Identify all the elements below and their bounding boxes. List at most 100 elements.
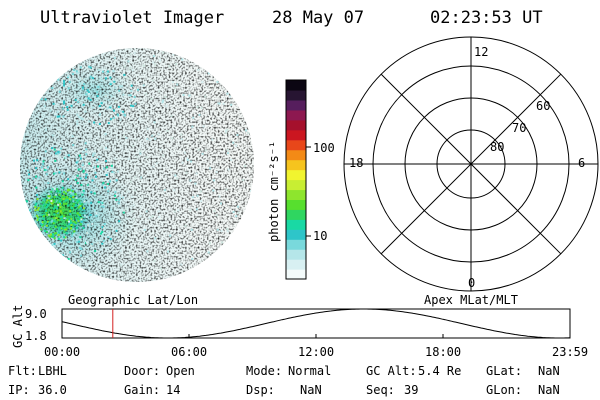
- image-pixel: [76, 123, 79, 125]
- seq-label: Seq:: [366, 383, 395, 397]
- image-pixel: [67, 75, 70, 77]
- time-label: 02:23:53 UT: [430, 8, 543, 28]
- image-pixel: [102, 205, 105, 208]
- image-pixel: [53, 232, 56, 235]
- image-pixel: [57, 150, 60, 153]
- image-pixel: [227, 168, 230, 171]
- image-pixel: [247, 132, 250, 135]
- image-pixel: [166, 130, 169, 132]
- y-tick-9: 9.0: [25, 307, 47, 321]
- image-pixel: [124, 114, 126, 117]
- image-pixel: [93, 121, 96, 124]
- image-pixel: [244, 164, 246, 167]
- image-pixel: [139, 150, 142, 153]
- mode-value: Normal: [288, 364, 332, 378]
- colorbar-tick-100: 100: [313, 141, 335, 155]
- image-pixel: [57, 158, 60, 161]
- image-pixel: [78, 218, 81, 221]
- image-pixel: [162, 99, 165, 102]
- image-pixel: [47, 195, 50, 198]
- image-pixel: [28, 173, 30, 176]
- image-pixel: [55, 118, 58, 121]
- image-pixel: [69, 195, 72, 197]
- image-pixel: [225, 188, 228, 191]
- image-pixel: [109, 83, 112, 86]
- image-pixel: [100, 202, 103, 204]
- image-pixel: [66, 219, 69, 222]
- image-pixel: [96, 91, 99, 94]
- image-pixel: [67, 204, 70, 207]
- colorbar-segment: [286, 219, 306, 230]
- image-pixel: [51, 219, 54, 222]
- door-label: Door:: [124, 364, 161, 378]
- ip-label: IP:: [8, 383, 30, 397]
- image-pixel: [100, 79, 103, 82]
- image-pixel: [130, 84, 133, 87]
- image-pixel: [121, 85, 124, 88]
- image-pixel: [216, 81, 219, 83]
- x-tick-2359: 23:59: [552, 345, 589, 359]
- image-pixel: [191, 196, 194, 199]
- image-pixel: [132, 204, 135, 207]
- gc-alt-value: 5.4 Re: [418, 364, 462, 378]
- image-pixel: [130, 89, 133, 92]
- image-pixel: [47, 230, 50, 233]
- image-pixel: [80, 223, 83, 226]
- image-pixel: [78, 115, 81, 118]
- image-pixel: [67, 258, 70, 260]
- image-pixel: [70, 222, 73, 224]
- image-pixel: [30, 205, 32, 208]
- image-pixel: [153, 259, 156, 262]
- image-pixel: [122, 93, 125, 96]
- image-pixel: [64, 236, 67, 239]
- image-pixel: [84, 176, 87, 179]
- image-pixel: [105, 103, 108, 106]
- image-pixel: [90, 183, 93, 186]
- flt-label: Flt:: [8, 364, 37, 378]
- image-pixel: [50, 220, 53, 223]
- image-pixel: [85, 216, 88, 218]
- image-pixel: [48, 199, 51, 202]
- image-pixel: [82, 150, 85, 153]
- image-pixel: [159, 148, 162, 151]
- image-pixel: [232, 141, 235, 144]
- image-pixel: [79, 198, 82, 201]
- image-pixel: [36, 159, 39, 162]
- image-pixel: [129, 251, 132, 254]
- image-pixel: [82, 227, 85, 229]
- image-pixel: [45, 224, 48, 227]
- image-pixel: [109, 180, 112, 183]
- image-pixel: [27, 179, 30, 182]
- image-pixel: [56, 151, 58, 154]
- image-pixel: [64, 100, 67, 103]
- image-pixel: [42, 215, 45, 218]
- image-pixel: [145, 210, 148, 213]
- image-pixel: [215, 214, 218, 217]
- image-pixel: [92, 153, 94, 156]
- image-pixel: [159, 59, 161, 62]
- image-pixel: [237, 211, 240, 214]
- image-pixel: [196, 194, 199, 197]
- image-pixel: [47, 166, 49, 169]
- dsp-value: NaN: [300, 383, 322, 397]
- image-pixel: [114, 194, 116, 197]
- image-pixel: [53, 237, 56, 240]
- image-pixel: [190, 160, 193, 163]
- image-pixel: [177, 209, 180, 212]
- image-pixel: [61, 196, 64, 199]
- image-pixel: [186, 159, 189, 161]
- date-label: 28 May 07: [272, 8, 365, 28]
- colorbar-segment: [286, 139, 306, 151]
- image-pixel: [127, 158, 130, 160]
- image-pixel: [209, 167, 212, 170]
- image-pixel: [77, 240, 80, 243]
- image-pixel: [79, 66, 82, 69]
- image-pixel: [36, 198, 39, 201]
- image-pixel: [86, 89, 89, 92]
- image-pixel: [85, 148, 88, 151]
- image-pixel: [53, 148, 56, 151]
- colorbar-segment: [286, 269, 306, 280]
- image-pixel: [133, 52, 136, 55]
- gain-label: Gain:: [124, 383, 161, 397]
- image-pixel: [57, 234, 60, 237]
